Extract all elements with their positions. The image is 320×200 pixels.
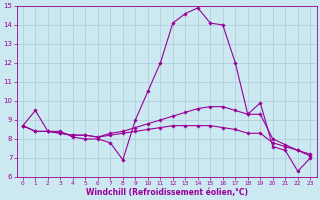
X-axis label: Windchill (Refroidissement éolien,°C): Windchill (Refroidissement éolien,°C) <box>85 188 248 197</box>
